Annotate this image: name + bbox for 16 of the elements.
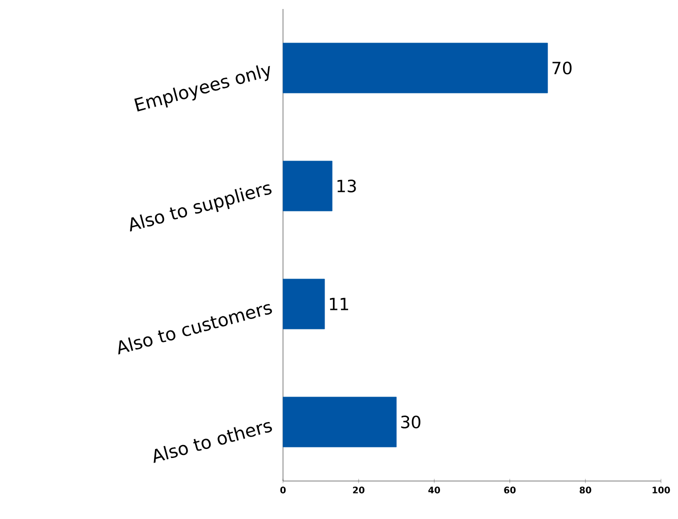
y-tick-label: Also to others — [154, 422, 272, 464]
bar — [282, 396, 397, 448]
x-tick-label: 60 — [504, 486, 516, 494]
bar — [282, 160, 332, 212]
data-label: 13 — [338, 180, 356, 192]
y-tick-label: Also to suppliers — [130, 184, 272, 232]
x-tick-label: 80 — [580, 486, 592, 494]
bar — [282, 42, 548, 94]
data-label: 30 — [401, 416, 420, 428]
x-tick-label: 20 — [353, 486, 364, 494]
x-tick-label: 40 — [428, 486, 440, 494]
bar — [282, 278, 325, 330]
x-tick-label: 0 — [280, 486, 286, 494]
data-label: 70 — [552, 62, 572, 74]
data-label: 11 — [330, 298, 348, 310]
x-tick-label: 100 — [652, 486, 670, 494]
